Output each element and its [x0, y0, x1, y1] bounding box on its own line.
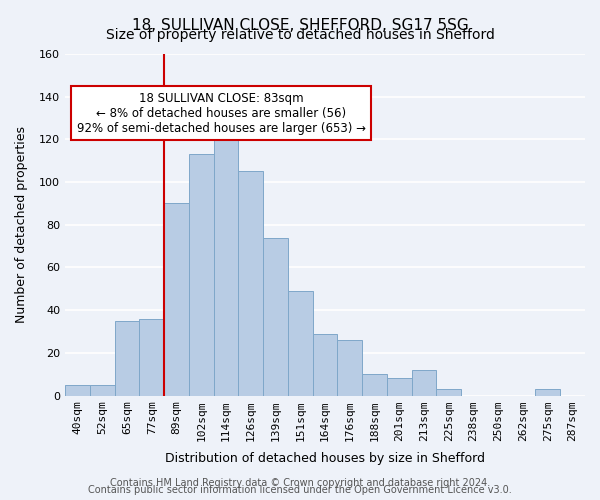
- Bar: [337, 340, 362, 396]
- Bar: [313, 334, 337, 396]
- Bar: [90, 385, 115, 396]
- Bar: [139, 318, 164, 396]
- Bar: [238, 172, 263, 396]
- Bar: [115, 321, 139, 396]
- Bar: [412, 370, 436, 396]
- Y-axis label: Number of detached properties: Number of detached properties: [15, 126, 28, 324]
- Text: 18, SULLIVAN CLOSE, SHEFFORD, SG17 5SG: 18, SULLIVAN CLOSE, SHEFFORD, SG17 5SG: [131, 18, 469, 32]
- Bar: [436, 389, 461, 396]
- Text: Contains public sector information licensed under the Open Government Licence v3: Contains public sector information licen…: [88, 485, 512, 495]
- Bar: [214, 140, 238, 396]
- Bar: [65, 385, 90, 396]
- Bar: [362, 374, 387, 396]
- Text: 18 SULLIVAN CLOSE: 83sqm
← 8% of detached houses are smaller (56)
92% of semi-de: 18 SULLIVAN CLOSE: 83sqm ← 8% of detache…: [77, 92, 365, 134]
- Bar: [387, 378, 412, 396]
- Bar: [535, 389, 560, 396]
- Bar: [164, 204, 189, 396]
- X-axis label: Distribution of detached houses by size in Shefford: Distribution of detached houses by size …: [165, 452, 485, 465]
- Text: Contains HM Land Registry data © Crown copyright and database right 2024.: Contains HM Land Registry data © Crown c…: [110, 478, 490, 488]
- Bar: [263, 238, 288, 396]
- Bar: [189, 154, 214, 396]
- Bar: [288, 291, 313, 396]
- Text: Size of property relative to detached houses in Shefford: Size of property relative to detached ho…: [106, 28, 494, 42]
